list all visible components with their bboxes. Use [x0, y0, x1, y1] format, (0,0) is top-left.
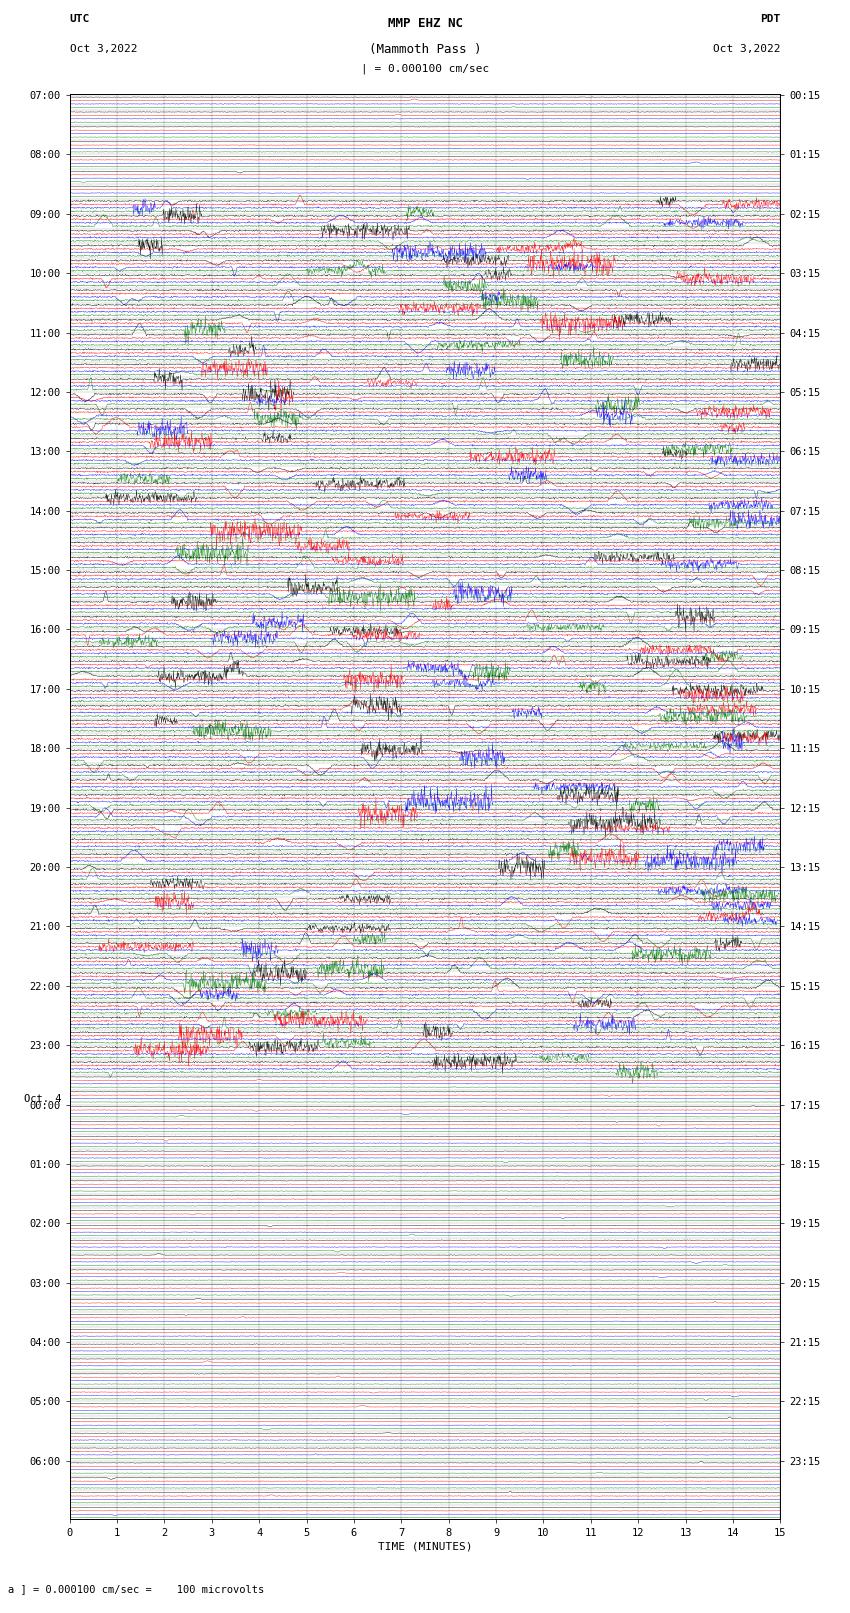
Text: Oct 3,2022: Oct 3,2022 — [713, 44, 780, 55]
Text: | = 0.000100 cm/sec: | = 0.000100 cm/sec — [361, 63, 489, 74]
Text: UTC: UTC — [70, 13, 90, 24]
Text: (Mammoth Pass ): (Mammoth Pass ) — [369, 42, 481, 55]
Text: MMP EHZ NC: MMP EHZ NC — [388, 16, 462, 29]
Text: PDT: PDT — [760, 13, 780, 24]
Text: a ] = 0.000100 cm/sec =    100 microvolts: a ] = 0.000100 cm/sec = 100 microvolts — [8, 1584, 264, 1594]
Text: Oct 3,2022: Oct 3,2022 — [70, 44, 137, 55]
Text: Oct. 4: Oct. 4 — [24, 1094, 61, 1105]
X-axis label: TIME (MINUTES): TIME (MINUTES) — [377, 1542, 473, 1552]
